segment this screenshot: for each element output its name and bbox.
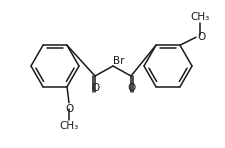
Text: O: O (91, 83, 99, 93)
Text: CH₃: CH₃ (190, 12, 210, 22)
Text: CH₃: CH₃ (59, 121, 79, 131)
Text: O: O (127, 83, 135, 93)
Text: O: O (65, 104, 73, 114)
Text: O: O (197, 32, 205, 42)
Text: Br: Br (113, 56, 124, 66)
